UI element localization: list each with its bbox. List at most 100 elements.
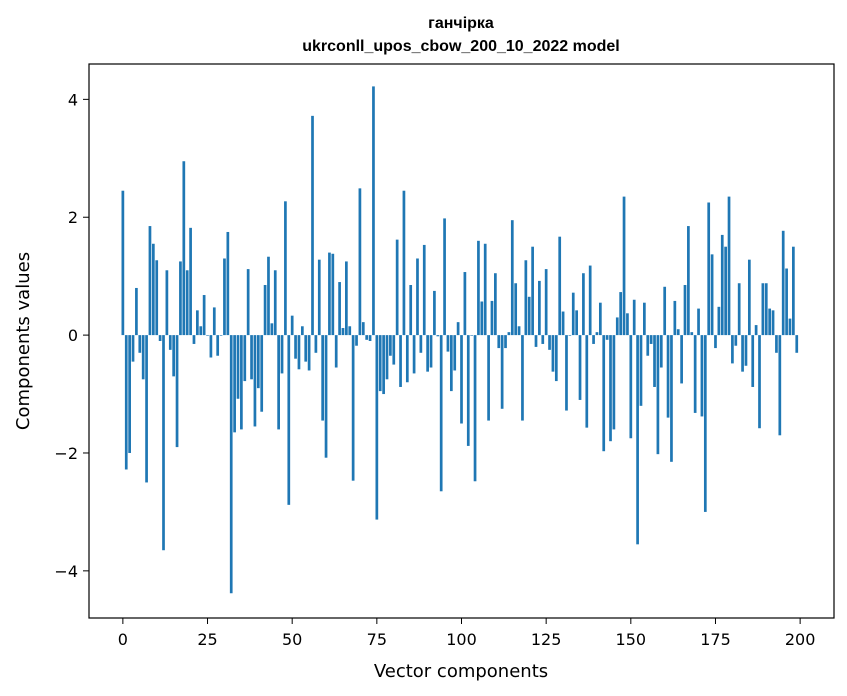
- bar-57: [314, 335, 318, 353]
- bar-51: [294, 335, 297, 359]
- bar-119: [524, 260, 528, 336]
- bar-130: [561, 311, 565, 336]
- bar-104: [473, 335, 477, 482]
- bar-112: [500, 335, 504, 409]
- bar-15: [172, 335, 176, 377]
- bar-45: [273, 270, 277, 336]
- bar-21: [192, 335, 196, 344]
- bar-41: [260, 335, 264, 412]
- bar-84: [405, 335, 409, 383]
- bar-144: [609, 335, 612, 442]
- bar-20: [189, 227, 192, 336]
- bar-12: [162, 335, 165, 551]
- bar-91: [429, 335, 433, 368]
- bar-1: [124, 335, 128, 470]
- bar-142: [602, 335, 606, 452]
- bar-135: [578, 335, 582, 400]
- bar-13: [165, 270, 169, 336]
- bar-88: [419, 335, 423, 353]
- bar-82: [399, 335, 402, 387]
- bar-184: [744, 335, 748, 366]
- bar-7: [145, 335, 148, 483]
- x-axis-ticks: 0 25 50 75 100 125 150 175 200: [118, 618, 815, 649]
- bar-168: [690, 332, 694, 336]
- bar-76: [378, 335, 382, 392]
- bar-55: [307, 335, 311, 371]
- bar-169: [693, 335, 697, 413]
- bar-17: [179, 261, 182, 336]
- bar-157: [653, 335, 656, 387]
- bar-109: [490, 300, 494, 336]
- bar-199: [795, 335, 799, 353]
- bar-52: [297, 335, 301, 370]
- bar-74: [372, 86, 375, 336]
- bar-108: [487, 335, 490, 421]
- bar-54: [304, 335, 308, 362]
- bar-38: [250, 335, 253, 380]
- bar-134: [575, 310, 578, 336]
- bar-58: [317, 259, 321, 336]
- bar-193: [775, 335, 778, 353]
- bar-61: [328, 252, 331, 336]
- bar-48: [284, 201, 287, 336]
- bar-164: [676, 329, 680, 336]
- bar-69: [355, 335, 358, 346]
- bar-97: [449, 335, 453, 392]
- bar-64: [338, 282, 341, 336]
- bar-196: [785, 268, 788, 336]
- x-tick-label: 175: [700, 630, 731, 649]
- bar-18: [182, 161, 186, 336]
- bar-66: [345, 261, 348, 336]
- bar-139: [592, 335, 595, 344]
- bar-98: [453, 335, 457, 371]
- bar-116: [514, 283, 518, 336]
- bar-167: [687, 226, 690, 336]
- bar-190: [764, 283, 768, 336]
- bar-151: [632, 299, 636, 336]
- bar-14: [168, 335, 172, 350]
- bar-95: [443, 218, 446, 336]
- y-axis-label: Components values: [13, 252, 34, 430]
- bar-65: [341, 328, 345, 336]
- bar-106: [480, 301, 484, 336]
- bar-132: [568, 335, 572, 336]
- bar-78: [385, 335, 389, 380]
- bar-110: [494, 273, 497, 336]
- bar-160: [663, 286, 667, 336]
- bar-175: [714, 335, 717, 349]
- bar-182: [737, 283, 741, 336]
- bar-75: [375, 335, 379, 520]
- bar-156: [649, 335, 653, 344]
- bar-113: [504, 335, 507, 349]
- bar-115: [510, 220, 514, 336]
- bar-80: [392, 335, 396, 365]
- bar-94: [439, 335, 443, 492]
- bar-141: [598, 302, 602, 336]
- bar-143: [605, 335, 609, 340]
- x-tick-label: 125: [531, 630, 562, 649]
- bar-39: [253, 335, 257, 427]
- bar-194: [778, 335, 782, 436]
- bar-73: [368, 335, 372, 341]
- bar-155: [646, 335, 650, 356]
- bar-26: [209, 335, 213, 358]
- bar-33: [233, 335, 236, 433]
- bar-101: [463, 272, 467, 336]
- bar-83: [402, 190, 406, 336]
- bar-50: [290, 315, 294, 336]
- bar-43: [267, 256, 270, 336]
- bar-72: [365, 335, 369, 340]
- bar-100: [460, 335, 463, 424]
- bar-25: [206, 335, 209, 336]
- y-tick-label: −4: [54, 562, 78, 581]
- bar-31: [226, 231, 230, 336]
- bar-161: [666, 335, 670, 418]
- bar-8: [148, 226, 152, 336]
- bar-181: [734, 335, 738, 346]
- bar-90: [426, 335, 429, 372]
- x-axis-label: Vector components: [374, 661, 548, 682]
- bar-19: [185, 270, 189, 336]
- bar-93: [436, 335, 440, 337]
- bar-137: [585, 335, 589, 428]
- bar-81: [395, 239, 399, 336]
